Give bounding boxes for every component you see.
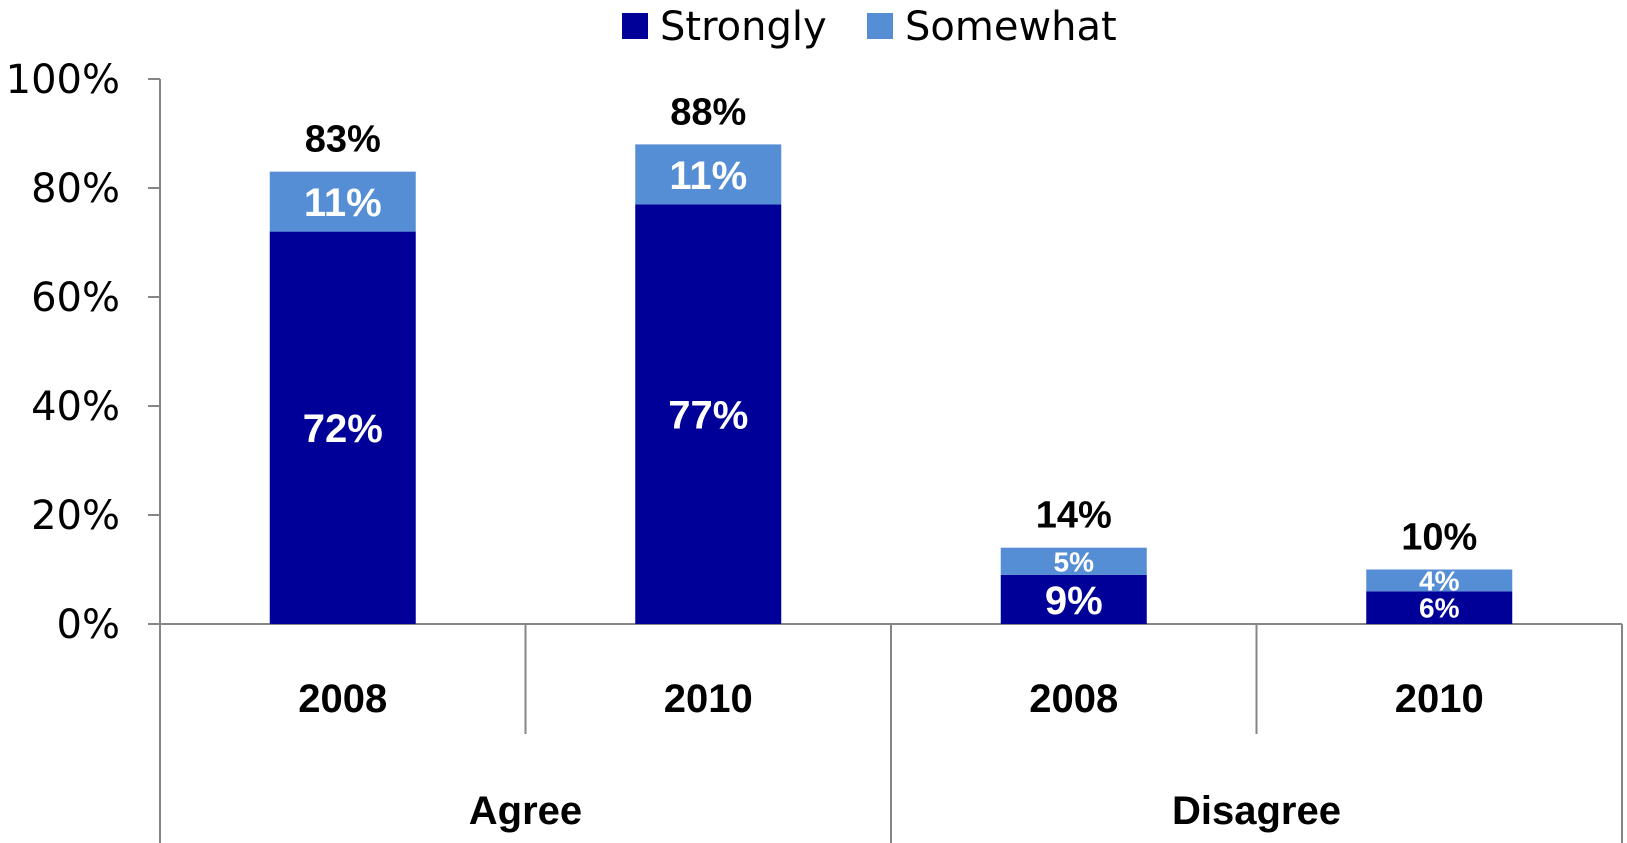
segment-value-label: 9% — [1045, 579, 1103, 623]
total-value-label: 10% — [1401, 517, 1477, 559]
segment-value-label: 72% — [303, 407, 383, 451]
total-value-label: 83% — [305, 119, 381, 161]
y-tick-label: 0% — [57, 602, 120, 648]
segment-value-label: 11% — [304, 181, 382, 225]
segment-value-label: 4% — [1419, 565, 1460, 596]
x-tick-label: 2008 — [1029, 677, 1118, 721]
legend-label: Somewhat — [905, 4, 1117, 50]
group-label: Agree — [469, 789, 582, 833]
segment-value-label: 6% — [1419, 593, 1460, 624]
segment-value-label: 77% — [668, 394, 748, 438]
data-labels: 72% 11% 83% 77% 11% 88% 9%5% 14% 6%4% 10% — [303, 91, 1478, 623]
bar-segment-strongly — [1000, 574, 1147, 624]
group-label: Disagree — [1172, 789, 1341, 833]
legend: Strongly Somewhat — [622, 4, 1117, 50]
bar-segment-somewhat — [635, 144, 782, 205]
bar-segment-somewhat — [1000, 547, 1147, 575]
bar-segment-strongly — [269, 231, 416, 624]
axes: 0% 20% 40% 60% 80% 100% 2008 2010 2008 2010 Agree D… — [6, 57, 1623, 843]
x-tick-label: 2008 — [298, 677, 387, 721]
x-tick-label: 2010 — [664, 677, 753, 721]
legend-label: Strongly — [660, 4, 827, 50]
bar-segment-strongly — [635, 204, 782, 624]
x-tick-label: 2010 — [1395, 677, 1484, 721]
bar-segment-somewhat — [269, 171, 416, 232]
total-value-label: 14% — [1036, 495, 1112, 537]
y-tick-label: 80% — [31, 166, 120, 212]
bars — [269, 144, 1513, 624]
y-tick-label: 100% — [6, 57, 120, 103]
segment-value-label: 11% — [669, 154, 747, 198]
y-tick-label: 60% — [31, 275, 120, 321]
y-tick-label: 40% — [31, 384, 120, 430]
segment-value-label: 5% — [1054, 546, 1095, 577]
total-value-label: 88% — [670, 91, 746, 133]
bar-segment-strongly — [1366, 591, 1513, 624]
legend-swatch — [622, 13, 648, 39]
bar-segment-somewhat — [1366, 569, 1513, 592]
legend-swatch — [867, 13, 893, 39]
y-tick-label: 20% — [31, 493, 120, 539]
